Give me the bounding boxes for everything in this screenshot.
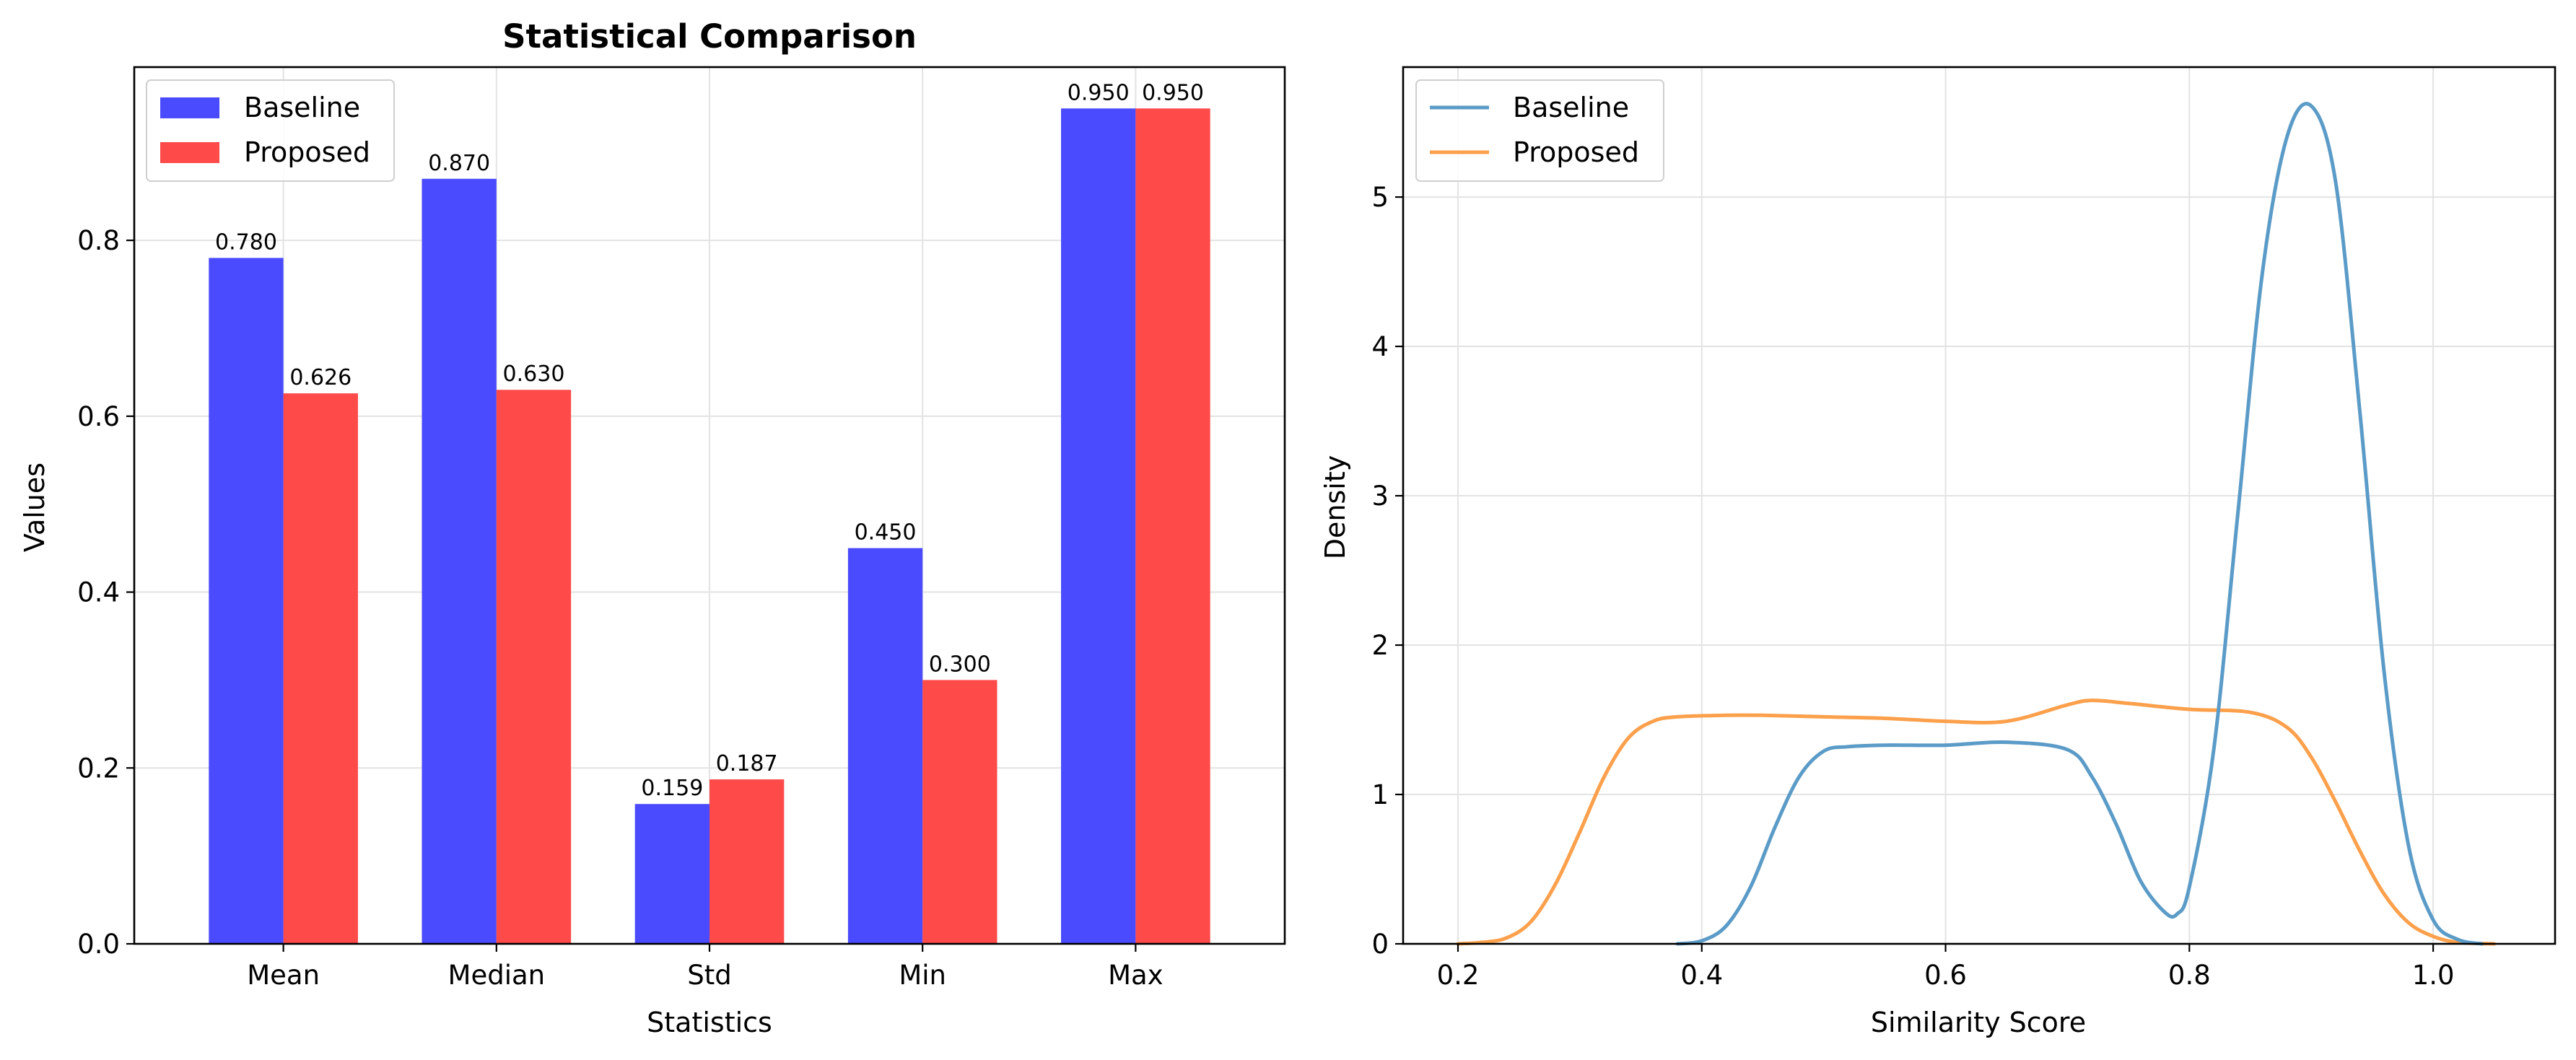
bar-baseline-median bbox=[422, 178, 497, 945]
bar-proposed-min bbox=[922, 680, 997, 944]
legend-label: Baseline bbox=[244, 92, 360, 123]
bar-value-label: 0.870 bbox=[428, 151, 490, 176]
bar-value-label: 0.630 bbox=[503, 362, 565, 387]
y-axis-label: Density bbox=[1319, 455, 1351, 559]
bars bbox=[209, 108, 1210, 945]
y-tick-label: 4 bbox=[1371, 331, 1389, 362]
y-tick-label: 3 bbox=[1371, 481, 1389, 512]
bar-value-label: 0.626 bbox=[289, 365, 352, 390]
bar-proposed-mean bbox=[283, 393, 358, 944]
y-tick-label: 0.0 bbox=[77, 929, 120, 960]
y-tick-label: 0.6 bbox=[77, 401, 120, 432]
y-tick-label: 1 bbox=[1371, 779, 1389, 810]
x-tick-label: 0.2 bbox=[1437, 960, 1480, 991]
density-lines bbox=[1456, 102, 2497, 946]
bar-value-label: 0.300 bbox=[929, 652, 991, 677]
x-tick-label: 1.0 bbox=[2412, 960, 2455, 991]
legend: Baseline Proposed bbox=[1415, 79, 1664, 182]
bar-proposed-std bbox=[710, 779, 785, 944]
plot-frame bbox=[1402, 66, 2557, 945]
x-tick-label: Mean bbox=[247, 960, 320, 991]
bar-proposed-max bbox=[1135, 108, 1210, 944]
bar-value-label: 0.950 bbox=[1067, 80, 1130, 105]
bar-chart: 0.780 0.870 0.159 0.450 0.950 0.626 0.630 0.187… bbox=[19, 17, 1286, 1038]
y-tick-label: 0.4 bbox=[77, 577, 120, 608]
bar-value-label: 0.450 bbox=[855, 520, 917, 546]
y-ticks: 0 1 2 3 4 5 bbox=[1371, 182, 1403, 960]
bar-value-label: 0.780 bbox=[215, 229, 277, 255]
legend: Baseline Proposed bbox=[146, 79, 395, 182]
x-tick-label: 0.4 bbox=[1680, 960, 1723, 991]
y-axis-label: Values bbox=[19, 463, 51, 552]
legend-swatch bbox=[160, 142, 219, 163]
x-tick-label: Median bbox=[448, 960, 546, 991]
x-tick-label: 0.8 bbox=[2168, 960, 2211, 991]
bar-baseline-std bbox=[634, 804, 710, 944]
y-ticks: 0.0 0.2 0.4 0.6 0.8 bbox=[77, 225, 134, 960]
bar-baseline-max bbox=[1061, 108, 1136, 944]
bar-baseline-min bbox=[847, 548, 923, 944]
x-axis-label: Statistics bbox=[647, 1007, 772, 1038]
x-tick-label: Max bbox=[1108, 960, 1163, 991]
x-tick-label: 0.6 bbox=[1924, 960, 1967, 991]
grid bbox=[1403, 67, 2555, 945]
bar-value-label: 0.950 bbox=[1142, 80, 1204, 105]
bar-baseline-mean bbox=[209, 258, 284, 944]
y-tick-label: 0.8 bbox=[77, 225, 120, 256]
legend-swatch bbox=[160, 97, 219, 118]
chart-title: Statistical Comparison bbox=[502, 17, 917, 56]
density-line-proposed bbox=[1456, 698, 2497, 946]
bar-value-label: 0.159 bbox=[641, 776, 703, 801]
bar-proposed-median bbox=[496, 390, 572, 944]
legend-label: Proposed bbox=[1513, 136, 1639, 168]
x-axis-label: Similarity Score bbox=[1871, 1007, 2086, 1038]
bar-value-labels: 0.780 0.870 0.159 0.450 0.950 0.626 0.630 0.187… bbox=[215, 80, 1204, 801]
bar-value-label: 0.187 bbox=[716, 751, 778, 776]
x-tick-label: Min bbox=[899, 960, 946, 991]
x-tick-label: Std bbox=[687, 960, 731, 991]
x-ticks: 0.2 0.4 0.6 0.8 1.0 bbox=[1437, 944, 2455, 991]
y-tick-label: 5 bbox=[1371, 182, 1389, 213]
density-line-baseline bbox=[1675, 102, 2484, 946]
legend-box bbox=[1415, 79, 1664, 182]
y-tick-label: 0.2 bbox=[77, 753, 120, 784]
x-ticks: Mean Median Std Min Max bbox=[247, 944, 1163, 991]
y-tick-label: 2 bbox=[1371, 630, 1389, 661]
legend-label: Baseline bbox=[1513, 92, 1629, 123]
y-tick-label: 0 bbox=[1371, 929, 1389, 960]
legend-label: Proposed bbox=[244, 136, 370, 168]
